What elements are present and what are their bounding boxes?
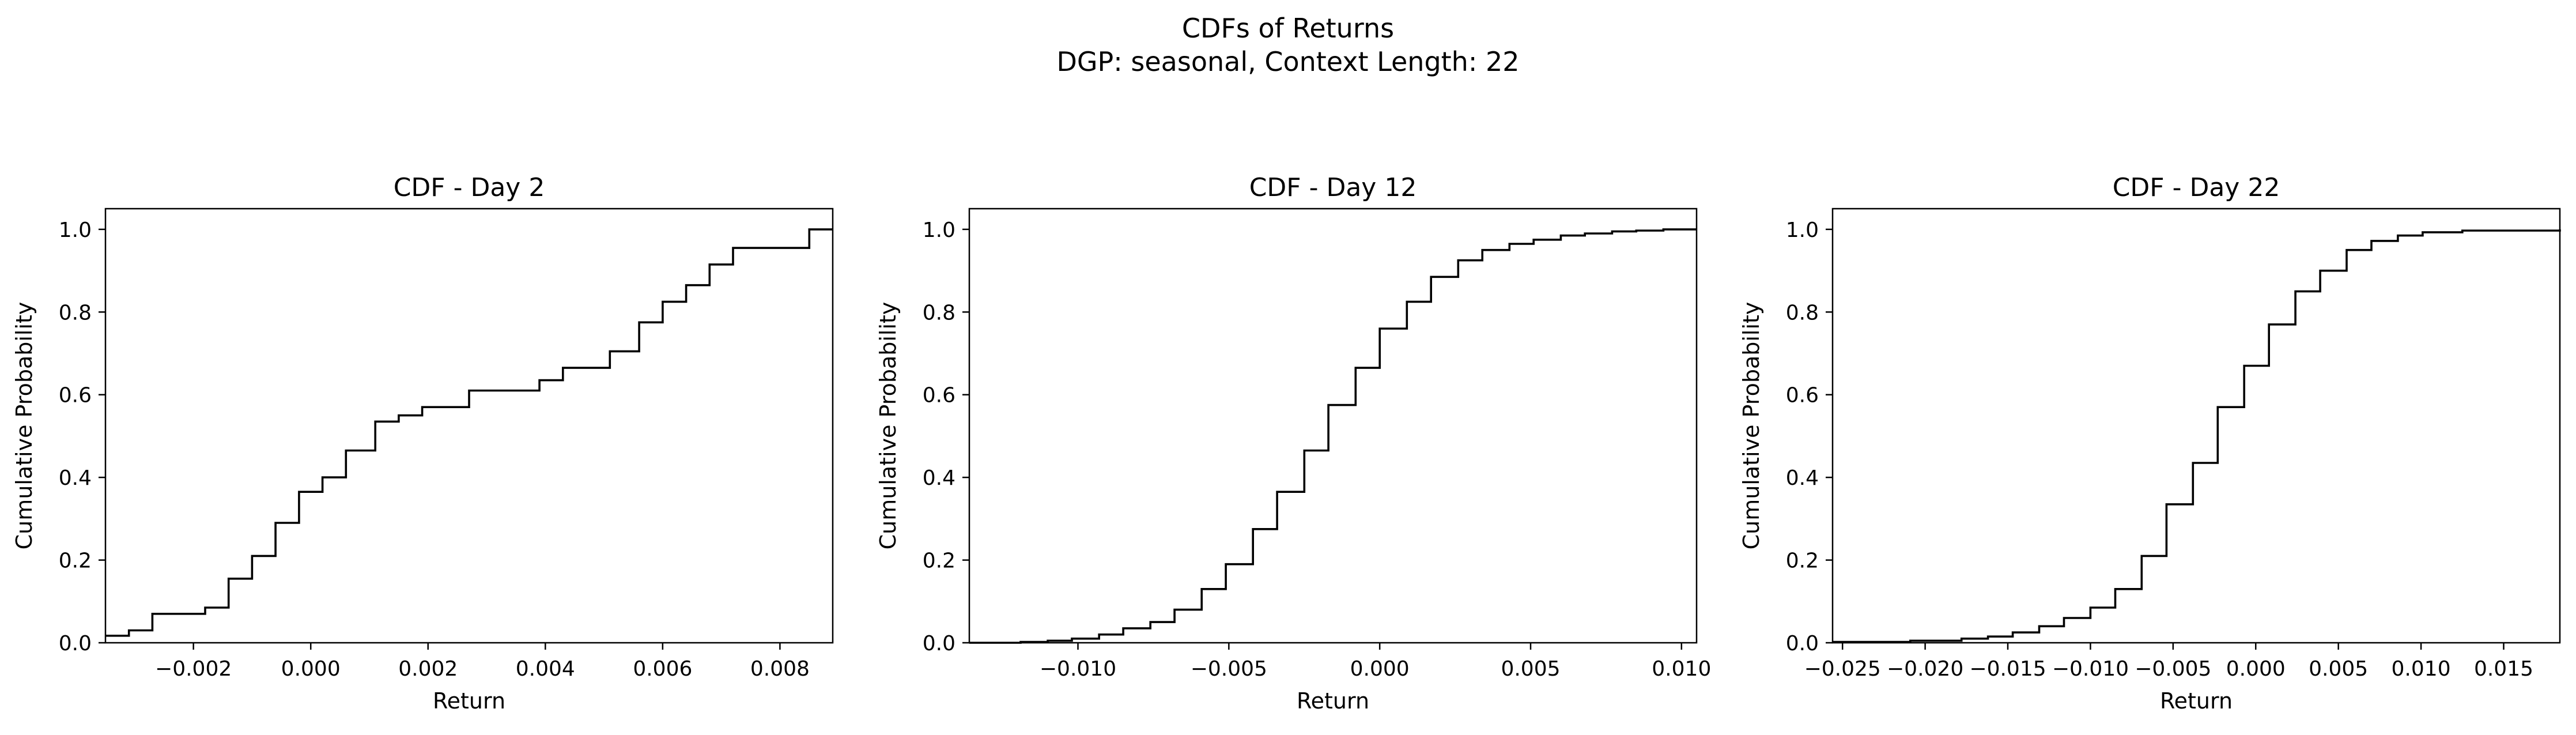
panel-title: CDF - Day 12 <box>1249 173 1417 202</box>
axes-frame <box>968 208 1698 644</box>
cdf-panel-2: −0.010 −0.005 0.000 0.005 0.010 0.0 0.2 0.4 0.6 0… <box>875 173 1711 714</box>
x-tick-label: 0.000 <box>2226 657 2286 681</box>
x-tick-label: −0.005 <box>2135 657 2211 681</box>
cdf-line <box>1833 229 2561 643</box>
y-tick-label: 0.0 <box>923 632 955 655</box>
y-tick-label: 1.0 <box>923 218 955 242</box>
y-tick-label: 0.0 <box>1786 632 1819 655</box>
x-tick-label: 0.002 <box>398 657 458 681</box>
x-tick-label: 0.010 <box>2392 657 2451 681</box>
y-tick-label: 0.0 <box>59 632 92 655</box>
x-tick-label: −0.002 <box>155 657 232 681</box>
x-tick-label: 0.015 <box>2474 657 2533 681</box>
y-tick-label: 0.4 <box>1786 466 1819 490</box>
x-tick-label: −0.010 <box>1040 657 1116 681</box>
x-tick-label: −0.005 <box>1191 657 1267 681</box>
y-tick-label: 1.0 <box>1786 218 1819 242</box>
panel-title: CDF - Day 2 <box>394 173 545 202</box>
y-axis-label: Cumulative Probability <box>1739 302 1764 550</box>
cdf-panel-1: −0.002 0.000 0.002 0.004 0.006 0.008 0.0 0.2 0.4… <box>12 173 834 714</box>
x-axis-label: Return <box>433 688 505 714</box>
x-tick-label: 0.010 <box>1652 657 1711 681</box>
y-tick-label: 0.8 <box>1786 301 1819 325</box>
cdf-line <box>969 228 1697 644</box>
figure-title: CDFs of Returns DGP: seasonal, Context L… <box>0 12 2576 78</box>
cdf-panel-3: −0.025 −0.020 −0.015 −0.010 −0.005 0.000 0.005… <box>1739 173 2561 714</box>
y-tick-label: 0.4 <box>59 466 92 490</box>
y-tick-label: 0.2 <box>1786 549 1819 573</box>
y-tick-label: 0.8 <box>59 301 92 325</box>
x-tick-label: 0.008 <box>750 657 810 681</box>
y-tick-label: 0.2 <box>923 549 955 573</box>
y-axis-label: Cumulative Probability <box>875 302 901 550</box>
figure-title-line2: DGP: seasonal, Context Length: 22 <box>1056 46 1520 77</box>
x-tick-label: 0.005 <box>2309 657 2368 681</box>
x-tick-label: −0.010 <box>2052 657 2129 681</box>
y-tick-label: 0.2 <box>59 549 92 573</box>
y-tick-label: 0.6 <box>1786 384 1819 408</box>
figure-title-line1: CDFs of Returns <box>1181 13 1395 44</box>
x-tick-label: −0.015 <box>1969 657 2046 681</box>
y-tick-label: 0.6 <box>59 384 92 408</box>
x-tick-label: 0.005 <box>1501 657 1560 681</box>
y-tick-label: 1.0 <box>59 218 92 242</box>
axes-frame <box>104 208 834 644</box>
y-axis-label: Cumulative Probability <box>12 302 37 550</box>
x-tick-label: 0.004 <box>516 657 575 681</box>
y-tick-label: 0.6 <box>923 384 955 408</box>
x-tick-label: −0.025 <box>1804 657 1881 681</box>
x-tick-label: 0.000 <box>281 657 341 681</box>
x-tick-label: 0.000 <box>1350 657 1410 681</box>
panel-title: CDF - Day 22 <box>2113 173 2280 202</box>
x-tick-label: 0.006 <box>633 657 692 681</box>
axes-frame <box>1831 208 2561 644</box>
y-tick-label: 0.4 <box>923 466 955 490</box>
x-tick-label: −0.020 <box>1887 657 1963 681</box>
x-axis-label: Return <box>2160 688 2233 714</box>
y-tick-label: 0.8 <box>923 301 955 325</box>
cdf-line <box>105 228 833 637</box>
x-axis-label: Return <box>1297 688 1369 714</box>
